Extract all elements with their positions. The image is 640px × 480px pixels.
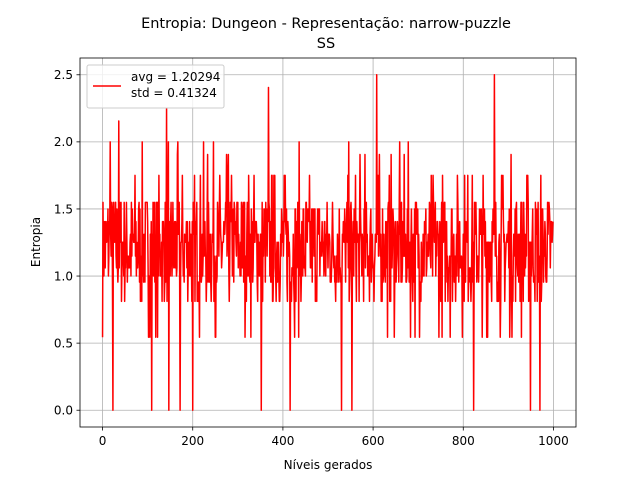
x-tick-label: 800 — [452, 434, 475, 448]
x-axis-label: Níveis gerados — [284, 458, 373, 472]
legend: avg = 1.20294 std = 0.41324 — [86, 64, 225, 109]
x-axis: 0 200 400 600 800 1000 — [99, 427, 569, 448]
y-tick-label: 2.0 — [54, 135, 73, 149]
y-tick-label: 0.0 — [54, 404, 73, 418]
y-tick-label: 1.0 — [54, 269, 73, 283]
y-tick-label: 2.5 — [54, 68, 73, 82]
legend-label-avg: avg = 1.20294 — [131, 70, 220, 84]
x-tick-label: 400 — [271, 434, 294, 448]
series-layer — [101, 74, 554, 411]
x-tick-label: 600 — [362, 434, 385, 448]
y-tick-label: 1.5 — [54, 202, 73, 216]
plot-frame — [79, 57, 577, 428]
chart-title-line1: Entropia: Dungeon - Representação: narro… — [141, 16, 511, 32]
y-axis-label: Entropia — [29, 217, 43, 267]
x-tick-label: 200 — [181, 434, 204, 448]
y-axis: 0.0 0.5 1.0 1.5 2.0 2.5 — [54, 68, 80, 418]
chart-title-line2: SS — [317, 36, 335, 52]
x-tick-label: 0 — [99, 434, 107, 448]
legend-label-std: std = 0.41324 — [131, 86, 217, 100]
x-tick-label: 1000 — [538, 434, 569, 448]
entropy-series-line — [101, 74, 554, 411]
legend-box — [86, 64, 225, 109]
y-tick-label: 0.5 — [54, 336, 73, 350]
